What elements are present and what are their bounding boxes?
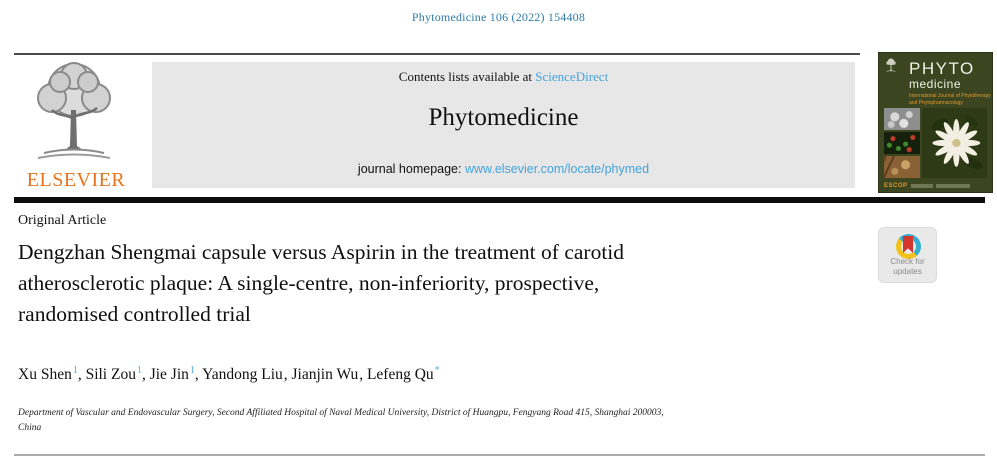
author-separator: , <box>194 366 203 384</box>
check-for-updates-label: Check for updates <box>879 257 936 277</box>
crossmark-bookmark-icon <box>903 236 913 253</box>
journal-citation: Phytomedicine 106 (2022) 154408 <box>411 10 586 24</box>
author-name: Sili Zou <box>85 366 136 384</box>
homepage-line: journal homepage: www.elsevier.com/locat… <box>152 162 855 176</box>
article-type-label: Original Article <box>18 213 107 228</box>
escop-label: ESCOP <box>884 182 908 189</box>
author-affiliation-mark: 1 <box>72 365 78 376</box>
homepage-prefix: journal homepage: <box>357 162 462 176</box>
microscopy-image-2 <box>884 132 920 154</box>
header-divider-bar <box>14 197 985 203</box>
elsevier-logo: ELSEVIER <box>16 58 136 192</box>
affiliation-line2: China <box>18 422 42 433</box>
check-for-updates-line1: Check for <box>890 257 925 266</box>
check-for-updates-badge[interactable]: Check for updates <box>878 227 937 283</box>
author-name: Jie Jin <box>149 366 189 384</box>
author-affiliation-mark: 1 <box>189 365 195 376</box>
sciencedirect-link[interactable]: ScienceDirect <box>535 69 609 84</box>
cover-subtitle: International Journal of Phytotherapy an… <box>909 93 991 106</box>
cover-flower-photo <box>922 108 987 178</box>
article-title-line1: Dengzhan Shengmai capsule versus Aspirin… <box>18 240 625 264</box>
cover-microscopy-strip <box>884 108 920 178</box>
microscopy-image-1 <box>884 108 920 130</box>
cover-footer-text-bar <box>935 183 970 188</box>
author-affiliation-mark: 1 <box>136 365 142 376</box>
elsevier-wordmark: ELSEVIER <box>26 169 126 191</box>
article-title-line2: atherosclerotic plaque: A single-centre,… <box>18 271 600 295</box>
author-separator: , <box>141 366 150 384</box>
flower-illustration <box>931 114 983 170</box>
masthead-top-rule <box>14 53 860 55</box>
contents-line: Contents lists available at ScienceDirec… <box>152 69 855 85</box>
cover-subtitle-line2: and Phytopharmacology <box>909 99 963 106</box>
cover-artwork <box>884 108 987 178</box>
author-list: Xu Shen1, Sili Zou1, Jie Jin1, Yandong L… <box>18 365 440 384</box>
article-title: Dengzhan Shengmai capsule versus Aspirin… <box>18 237 878 330</box>
cover-elsevier-tree-icon <box>886 58 896 72</box>
cover-title-top: PHYTO <box>909 59 975 78</box>
author-separator: , <box>283 366 292 384</box>
affiliation: Department of Vascular and Endovascular … <box>18 406 948 435</box>
author-separator: , <box>359 366 367 384</box>
elsevier-tree-icon <box>37 62 111 159</box>
corresponding-author-mark: * <box>434 365 440 376</box>
cover-footer: ESCOP <box>884 181 987 190</box>
author-name: Lefeng Qu <box>366 366 434 384</box>
contents-prefix: Contents lists available at <box>398 69 533 84</box>
cover-subtitle-line1: International Journal of Phytotherapy <box>909 93 991 99</box>
author-name: Yandong Liu <box>202 366 283 384</box>
microscopy-image-3 <box>884 156 920 178</box>
affiliation-line1: Department of Vascular and Endovascular … <box>18 408 664 418</box>
check-for-updates-line2: updates <box>893 267 922 276</box>
article-title-line3: randomised controlled trial <box>18 302 251 326</box>
cover-title-bottom: medicine <box>909 77 962 91</box>
cover-footer-text-bar <box>910 183 933 188</box>
journal-cover-thumbnail: PHYTO medicine International Journal of … <box>878 52 993 193</box>
homepage-url-link[interactable]: www.elsevier.com/locate/phymed <box>464 162 650 176</box>
section-bottom-rule <box>14 454 985 456</box>
journal-title: Phytomedicine <box>428 104 579 131</box>
author-name: Jianjin Wu <box>291 366 359 384</box>
author-separator: , <box>77 366 86 384</box>
masthead-box: Contents lists available at ScienceDirec… <box>152 62 855 188</box>
author-name: Xu Shen <box>18 366 72 384</box>
